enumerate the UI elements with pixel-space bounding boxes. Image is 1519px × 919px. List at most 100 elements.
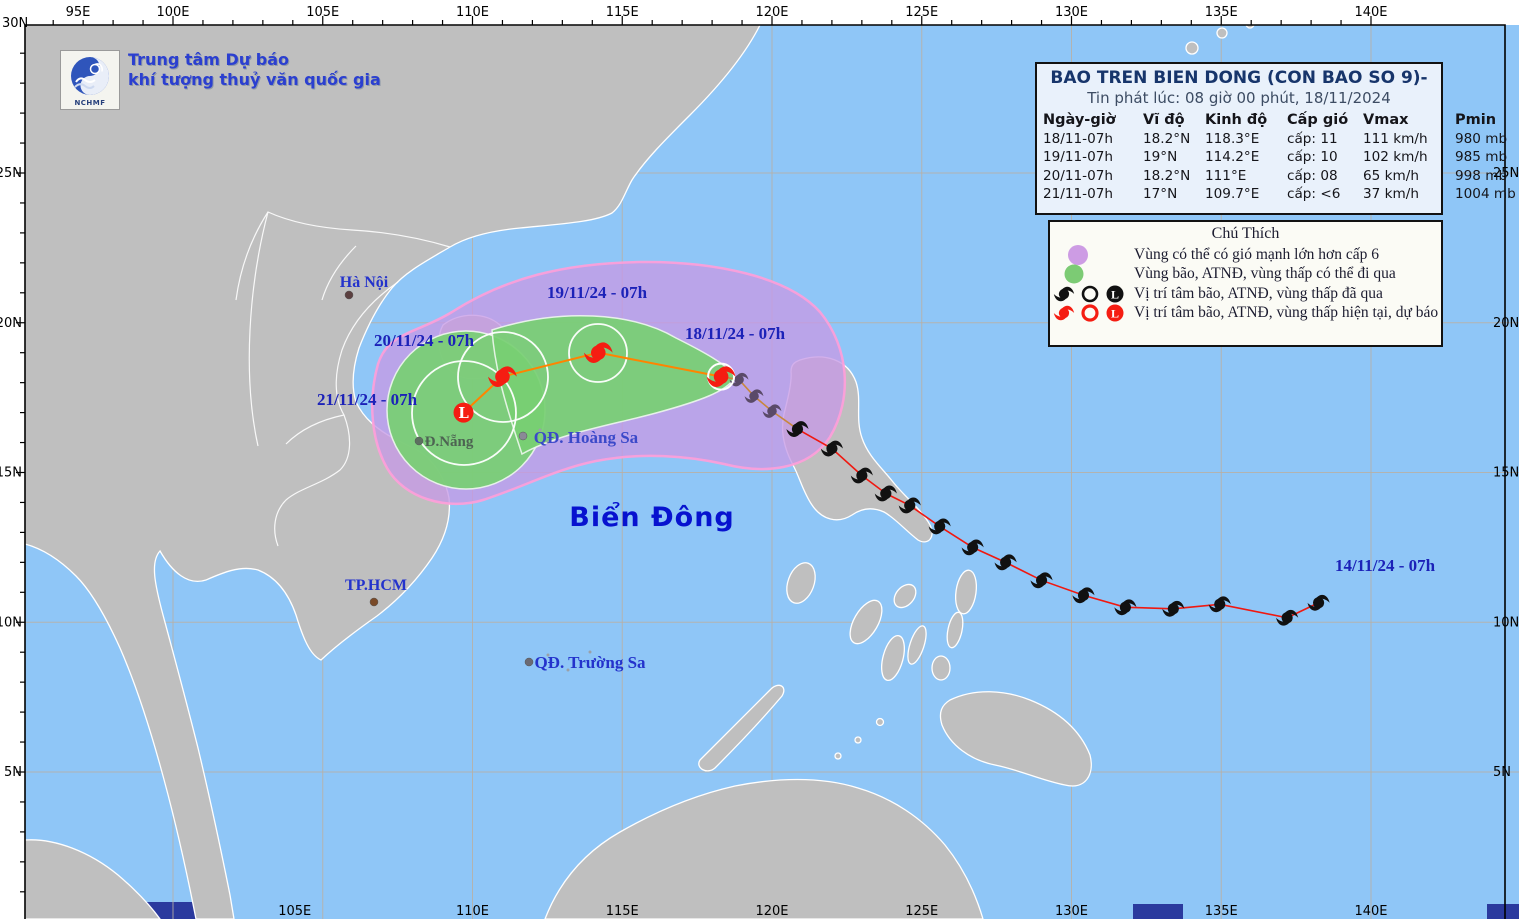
table-cell: cấp: 10	[1287, 149, 1338, 165]
land-sumatra	[24, 839, 161, 919]
table-cell: 17°N	[1143, 186, 1178, 202]
axis-label-right: 10N	[1493, 615, 1519, 630]
axis-label-top: 125E	[905, 5, 938, 20]
axis-label-top: 110E	[456, 5, 489, 20]
table-cell: 18/11-07h	[1043, 130, 1113, 147]
svg-text:L: L	[1111, 307, 1119, 321]
axis-label-left: 15N	[0, 466, 22, 481]
nchmf-logo-emblem	[71, 56, 109, 95]
axis-label-bottom: 110E	[456, 904, 489, 919]
past-symbols-icon: L	[1050, 283, 1134, 305]
table-cell: 985 mb	[1455, 149, 1508, 165]
track-date-label: 21/11/24 - 07h	[317, 390, 418, 409]
nchmf-abbr: NCHMF	[74, 98, 106, 107]
axis-label-top: 135E	[1205, 5, 1238, 20]
axis-ticks-and-labels: 100E 105E 110E 115E 120E 125E 130E 135E 140E 95E 2…	[0, 5, 1388, 893]
axis-label-top-partial: 95E	[66, 5, 91, 20]
column-header: Vmax	[1363, 112, 1409, 128]
axis-label-bottom: 125E	[905, 904, 938, 919]
svg-text:L: L	[1111, 287, 1119, 301]
axis-label-bottom: 135E	[1205, 904, 1238, 919]
legend-item-label: Vị trí tâm bão, ATNĐ, vùng thấp đã qua	[1134, 284, 1383, 302]
legend-item: L Vị trí tâm bão, ATNĐ, vùng thấp hiện tạ…	[1050, 304, 1441, 324]
track-date-label: 20/11/24 - 07h	[374, 331, 475, 350]
axis-label-right: 20N	[1493, 316, 1519, 331]
track-date-label: 14/11/24 - 07h	[1335, 556, 1436, 575]
table-row: 18/11-07h 18.2°N 118.3°E cấp: 11 111 km/h 980…	[1043, 130, 1507, 149]
table-cell: 37 km/h	[1363, 186, 1419, 202]
axis-label-bottom: 130E	[1055, 904, 1088, 919]
legend-item: Vùng bão, ATNĐ, vùng thấp có thể đi qua	[1050, 264, 1441, 285]
axis-label-left: 5N	[4, 765, 22, 780]
column-header: Kinh độ	[1205, 112, 1268, 128]
column-header: Cấp gió	[1287, 112, 1349, 128]
axis-label-bottom: 115E	[606, 904, 639, 919]
city-dot	[369, 597, 379, 607]
purple-area-icon	[1050, 244, 1134, 265]
archipelago-specks	[538, 428, 614, 672]
axis-label-bottom: 140E	[1354, 904, 1387, 919]
table-row: 19/11-07h 19°N 114.2°E cấp: 10 102 km/h 985 m…	[1043, 148, 1507, 167]
green-area-icon	[1050, 264, 1134, 284]
land-mindanao	[939, 691, 1092, 787]
forecast-track-line	[462, 351, 722, 414]
land-sulu-islets	[834, 717, 885, 760]
table-cell: 18.2°N	[1143, 167, 1191, 184]
land-visayas	[786, 562, 978, 682]
probability-circles	[411, 323, 628, 466]
place-label: QĐ. Hoàng Sa	[534, 428, 639, 447]
axis-label-top: 140E	[1354, 5, 1387, 20]
table-row: 20/11-07h 18.2°N 111°E cấp: 08 65 km/h 998 mb	[1043, 167, 1507, 186]
axis-label-top: 130E	[1055, 5, 1088, 20]
table-cell: 998 mb	[1455, 167, 1508, 184]
table-cell: 18.2°N	[1143, 130, 1191, 147]
table-cell: 109.7°E	[1205, 186, 1260, 202]
city-dot	[518, 431, 528, 441]
agency-name-line1: Trung tâm Dự báo	[128, 50, 290, 69]
place-label: Hà Nội	[340, 274, 389, 291]
place-label: QĐ. Trường Sa	[534, 653, 646, 672]
table-cell: cấp: 11	[1287, 130, 1338, 147]
table-row: 21/11-07h 17°N 109.7°E cấp: <6 37 km/h 1004 m…	[1043, 185, 1516, 204]
axis-label-left: 25N	[0, 166, 22, 181]
column-header: Ngày-giờ	[1043, 112, 1116, 128]
place-label: TP.HCM	[345, 577, 407, 594]
place-label: Đ.Nẵng	[425, 434, 474, 450]
land-palawan	[698, 684, 785, 772]
axis-label-right: 5N	[1493, 765, 1511, 780]
table-cell: 19/11-07h	[1043, 149, 1113, 165]
table-cell: 111 km/h	[1363, 130, 1428, 147]
forecast-low-symbol	[453, 402, 474, 423]
current-symbols-icon: L	[1050, 302, 1134, 324]
axis-label-right: 25N	[1493, 166, 1519, 181]
legend-box: Chú Thích Vùng có thể có gió mạnh lớn hơ…	[1048, 220, 1443, 347]
axis-label-top: 115E	[606, 5, 639, 20]
legend-items: Vùng có thể có gió mạnh lớn hơn cấp 6 Vùn…	[1050, 244, 1441, 324]
legend-title: Chú Thích	[1211, 225, 1280, 242]
land-borneo	[544, 778, 984, 919]
axis-label-bottom: 120E	[755, 904, 788, 919]
table-cell: 19°N	[1143, 149, 1178, 165]
storm-title: BAO TREN BIEN DONG (CON BAO SO 9)-	[1050, 68, 1428, 88]
axis-label-bottom: 105E	[278, 904, 311, 919]
axis-label-right: 15N	[1493, 466, 1519, 481]
table-cell: 980 mb	[1455, 130, 1508, 147]
country-borders	[235, 211, 451, 547]
table-cell: 65 km/h	[1363, 167, 1419, 184]
table-cell: 114.2°E	[1205, 149, 1260, 165]
nchmf-logo-icon: NCHMF	[60, 50, 120, 110]
city-dot	[414, 436, 424, 446]
sea-name-label: Biển Đông	[569, 500, 735, 533]
low-pressure-L: L	[458, 404, 469, 422]
forecast-table: Ngày-giờ Vĩ độ Kinh độ Cấp gió Vmax Pmin 18/11…	[1043, 111, 1516, 204]
map-labels: 25N 20N 15N 10N 5N 105E 110E 115E 120E 125E 130E 13…	[278, 166, 1519, 919]
table-cell: cấp: <6	[1287, 186, 1341, 202]
axis-label-top: 105E	[306, 5, 339, 20]
column-header: Vĩ độ	[1143, 112, 1185, 128]
storm-info-box: BAO TREN BIEN DONG (CON BAO SO 9)- Tin p…	[1035, 62, 1516, 215]
column-header: Pmin	[1455, 112, 1497, 128]
issued-time: Tin phát lúc: 08 giờ 00 phút, 18/11/2024	[1087, 89, 1391, 107]
current-position-circle	[707, 362, 736, 391]
track-date-label: 19/11/24 - 07h	[547, 283, 648, 302]
